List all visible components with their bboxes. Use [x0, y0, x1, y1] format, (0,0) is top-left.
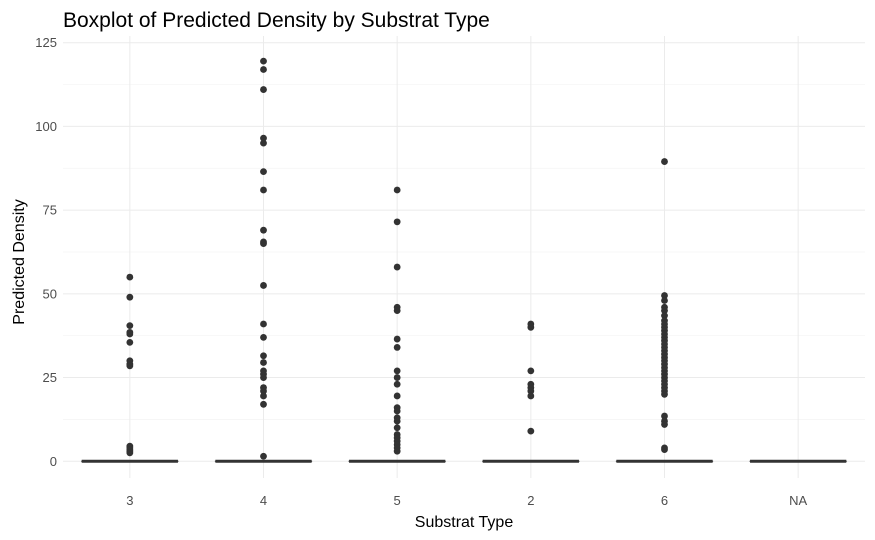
outlier-point: [126, 362, 134, 370]
outlier-point: [260, 168, 267, 176]
outlier-point: [393, 424, 401, 432]
outlier-point: [260, 134, 267, 142]
outlier-point: [260, 282, 267, 289]
outlier-point: [260, 320, 267, 328]
outlier-point: [661, 390, 668, 398]
outlier-point: [260, 333, 267, 341]
x-axis-title: Substrat Type: [415, 514, 514, 531]
chart-title: Boxplot of Predicted Density by Substrat…: [63, 9, 490, 32]
outlier-point: [527, 392, 535, 400]
outlier-point: [126, 293, 134, 301]
y-axis-title: Predicted Density: [11, 199, 28, 324]
outlier-point: [393, 344, 401, 351]
outlier-point: [260, 86, 267, 93]
y-axis-ticks: 0 25 50 75 100 125: [35, 35, 57, 469]
outlier-point: [393, 335, 401, 343]
outlier-point: [661, 412, 668, 420]
box-group: [348, 186, 446, 463]
outlier-point: [126, 322, 134, 330]
outlier-point: [393, 218, 401, 226]
outlier-point: [260, 352, 267, 360]
box-marks: [81, 57, 847, 463]
outlier-point: [260, 359, 267, 366]
outlier-point: [260, 387, 267, 395]
outlier-point: [260, 240, 267, 248]
x-axis-ticks: 3 4 5 2 6 NA: [126, 493, 807, 508]
outlier-point: [393, 374, 401, 381]
outlier-point: [393, 447, 401, 455]
outlier-point: [661, 312, 668, 319]
outlier-point: [527, 427, 535, 435]
outlier-point: [260, 374, 267, 381]
y-tick-label: 0: [50, 454, 57, 469]
outlier-point: [260, 400, 267, 408]
outlier-point: [260, 139, 267, 147]
x-tick-label: NA: [789, 493, 807, 508]
outlier-point: [527, 367, 535, 375]
outlier-point: [260, 452, 267, 460]
x-tick-label: 5: [394, 493, 401, 508]
outlier-point: [260, 57, 267, 65]
outlier-point: [393, 367, 401, 375]
outlier-point: [393, 407, 401, 415]
y-tick-label: 75: [43, 203, 57, 218]
x-tick-label: 3: [126, 493, 133, 508]
outlier-point: [126, 273, 134, 281]
box-group: [482, 320, 580, 463]
outlier-point: [260, 392, 267, 400]
outlier-point: [661, 297, 668, 304]
box-group: [615, 158, 714, 463]
outlier-point: [393, 263, 401, 271]
outlier-point: [260, 66, 267, 73]
outlier-point: [527, 387, 535, 395]
outlier-point: [393, 186, 401, 194]
outlier-point: [260, 226, 267, 234]
box-group: [214, 57, 313, 463]
outlier-point: [393, 417, 401, 425]
outlier-point: [661, 421, 668, 428]
outlier-point: [393, 392, 401, 400]
outlier-point: [527, 323, 535, 331]
outlier-point: [126, 330, 134, 338]
x-tick-label: 4: [260, 493, 267, 508]
outlier-point: [661, 446, 668, 453]
outlier-point: [393, 307, 401, 314]
x-tick-label: 2: [527, 493, 534, 508]
x-tick-label: 6: [661, 493, 668, 508]
outlier-point: [661, 292, 668, 299]
y-tick-label: 50: [43, 286, 57, 301]
grid-lines: [63, 36, 865, 478]
outlier-point: [393, 380, 401, 388]
outlier-point: [661, 158, 668, 165]
y-tick-label: 100: [35, 119, 57, 134]
box-group: [81, 273, 179, 463]
outlier-point: [260, 186, 267, 194]
outlier-point: [126, 338, 134, 346]
outlier-point: [126, 449, 134, 457]
y-tick-label: 25: [43, 370, 57, 385]
y-tick-label: 125: [35, 35, 57, 50]
outlier-point: [661, 307, 668, 314]
